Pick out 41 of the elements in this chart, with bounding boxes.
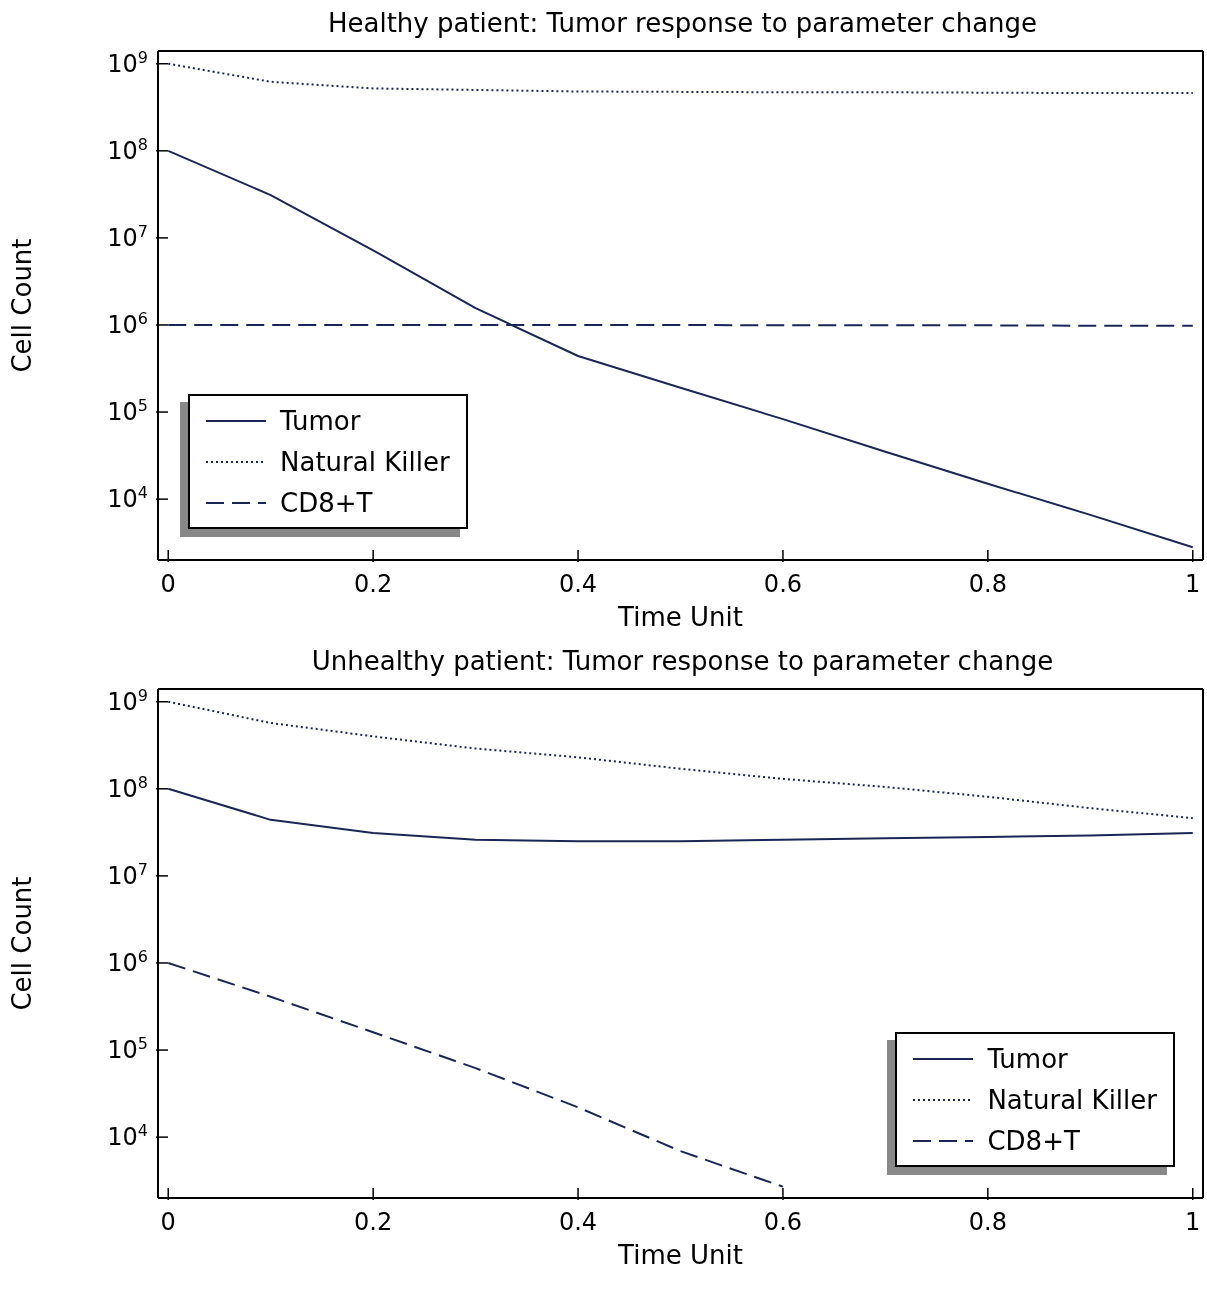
- line-series: [167, 62, 1194, 95]
- y-tick-label: 10$^{8}$: [107, 134, 148, 165]
- x-tick-label: 0: [160, 570, 176, 598]
- x-tick-label: 1: [1185, 1208, 1201, 1236]
- legend-label: CD8+T: [280, 487, 373, 518]
- x-tick-label: 0: [160, 1208, 176, 1236]
- x-tick-label: 0.8: [968, 570, 1007, 598]
- x-tick-label: 0.6: [763, 570, 803, 598]
- y-tick-label: 10$^{9}$: [107, 47, 148, 78]
- y-tick-label: 10$^{6}$: [107, 946, 148, 977]
- x-axis-title: Time Unit: [617, 602, 743, 632]
- x-tick-label: 0.2: [354, 1208, 393, 1236]
- legend-label: Tumor: [280, 405, 361, 436]
- line-series: [167, 700, 1194, 820]
- x-axis-title: Time Unit: [617, 1240, 743, 1270]
- legend-label: Natural Killer: [280, 446, 450, 477]
- x-tick-label: 0.8: [968, 1208, 1007, 1236]
- y-tick-label: 10$^{7}$: [107, 859, 148, 890]
- line-series: [167, 149, 1194, 549]
- x-tick-label: 0.6: [763, 1208, 803, 1236]
- x-tick-label: 0.4: [558, 1208, 598, 1236]
- y-tick-label: 10$^{5}$: [107, 1033, 148, 1065]
- chart-title: Healthy patient: Tumor response to parameter change: [326, 8, 1039, 40]
- y-tick-label: 10$^{4}$: [107, 1120, 148, 1152]
- x-tick-label: 1: [1185, 570, 1201, 598]
- legend-label: Tumor: [987, 1043, 1068, 1074]
- line-series: [167, 787, 1194, 843]
- y-tick-label: 10$^{4}$: [107, 482, 148, 514]
- y-tick-label: 10$^{6}$: [107, 308, 148, 339]
- y-tick-label: 10$^{9}$: [107, 685, 148, 716]
- y-tick-label: 10$^{8}$: [107, 772, 148, 803]
- line-series: [167, 961, 784, 1188]
- chart-title: Unhealthy patient: Tumor response to parameter change: [310, 646, 1055, 678]
- x-tick-label: 0.4: [558, 570, 598, 598]
- x-tick-label: 0.2: [354, 570, 393, 598]
- y-tick-label: 10$^{5}$: [107, 395, 148, 427]
- y-tick-label: 10$^{7}$: [107, 221, 148, 252]
- y-axis-title: Cell Count: [7, 876, 38, 1011]
- legend-label: Natural Killer: [987, 1084, 1157, 1115]
- legend-label: CD8+T: [987, 1125, 1080, 1156]
- y-axis-title: Cell Count: [7, 238, 38, 373]
